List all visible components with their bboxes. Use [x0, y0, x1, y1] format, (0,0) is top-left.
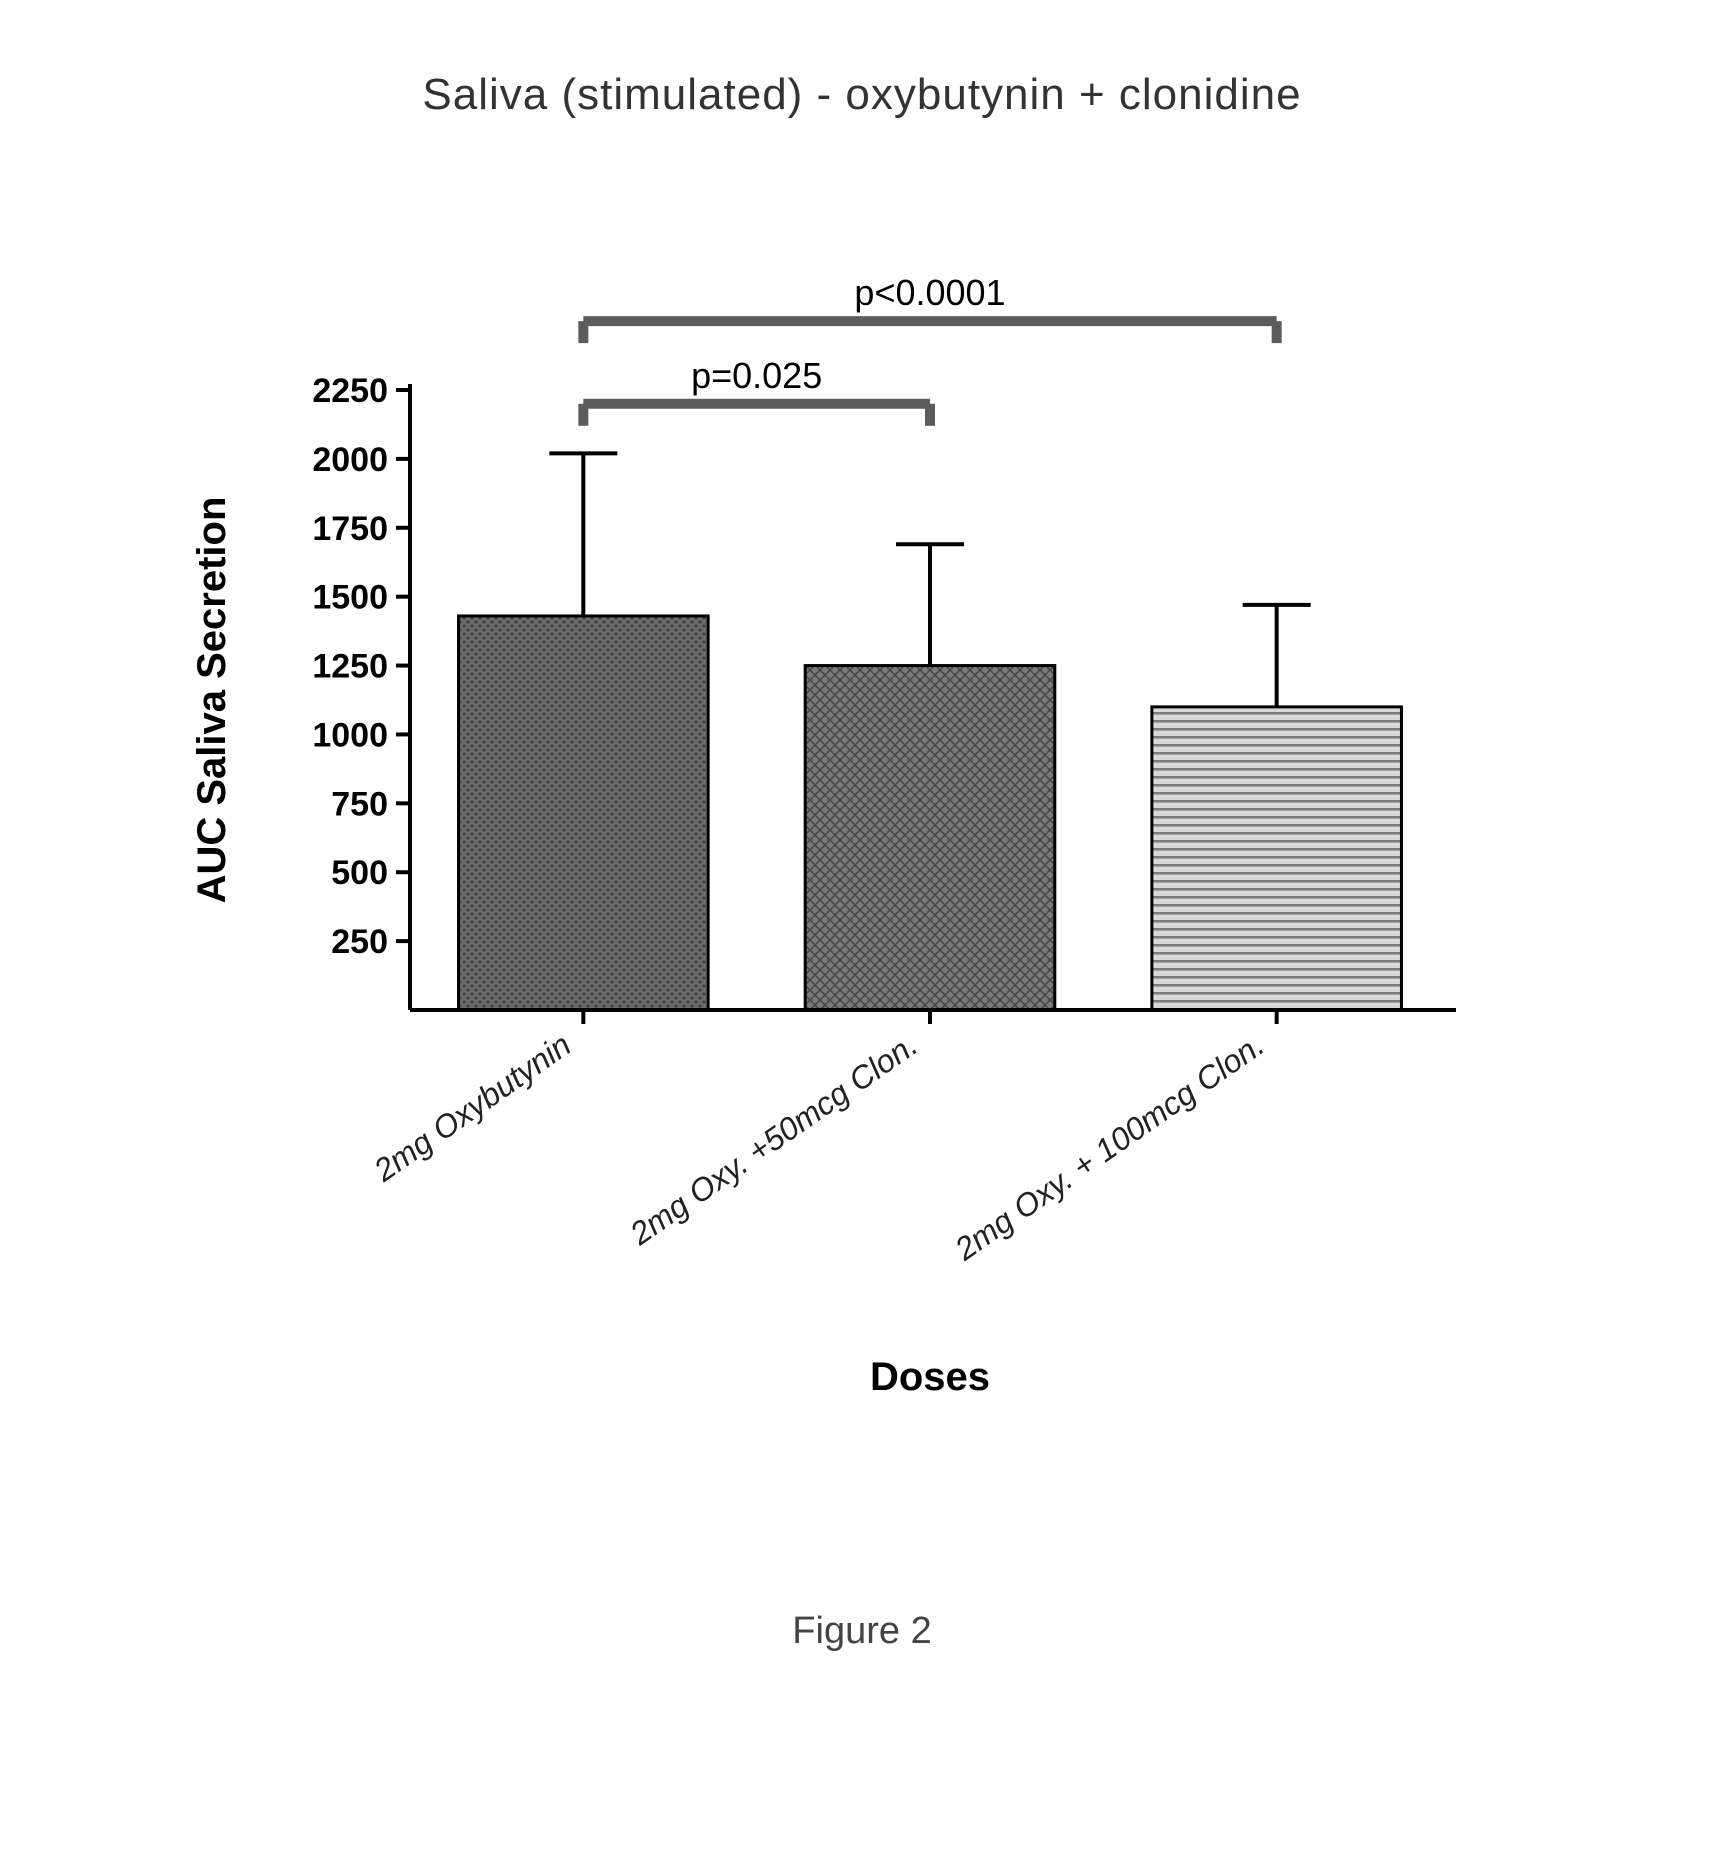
- figure-label: Figure 2: [0, 1610, 1724, 1653]
- bar: [1152, 707, 1402, 1010]
- chart-title: Saliva (stimulated) - oxybutynin + cloni…: [150, 70, 1574, 120]
- sig-label: p=0.025: [691, 355, 822, 396]
- x-tick-label: 2mg Oxybutynin: [366, 1026, 577, 1189]
- y-tick-label: 1000: [312, 716, 388, 754]
- y-axis-label: AUC Saliva Secretion: [190, 497, 234, 904]
- bar: [459, 616, 709, 1010]
- y-tick-label: 1750: [312, 510, 388, 548]
- x-tick-label: 2mg Oxy. + 100mcg Clon.: [947, 1026, 1270, 1267]
- y-tick-label: 500: [331, 854, 388, 892]
- chart-container: Saliva (stimulated) - oxybutynin + cloni…: [150, 70, 1574, 1410]
- bar-chart: 250 500 750 1000 1250 1500 1750 2000 2250 2mg Oxy…: [150, 160, 1574, 1410]
- y-tick-label: 1500: [312, 579, 388, 617]
- y-tick-label: 2000: [312, 441, 388, 479]
- y-tick-label: 250: [331, 923, 388, 961]
- y-tick-label: 2250: [312, 372, 388, 410]
- x-tick-label: 2mg Oxy. +50mcg Clon.: [623, 1026, 924, 1252]
- x-axis-label: Doses: [870, 1355, 990, 1399]
- y-tick-label: 750: [331, 785, 388, 823]
- y-tick-label: 1250: [312, 648, 388, 686]
- bar: [805, 666, 1055, 1010]
- sig-label: p<0.0001: [854, 272, 1005, 313]
